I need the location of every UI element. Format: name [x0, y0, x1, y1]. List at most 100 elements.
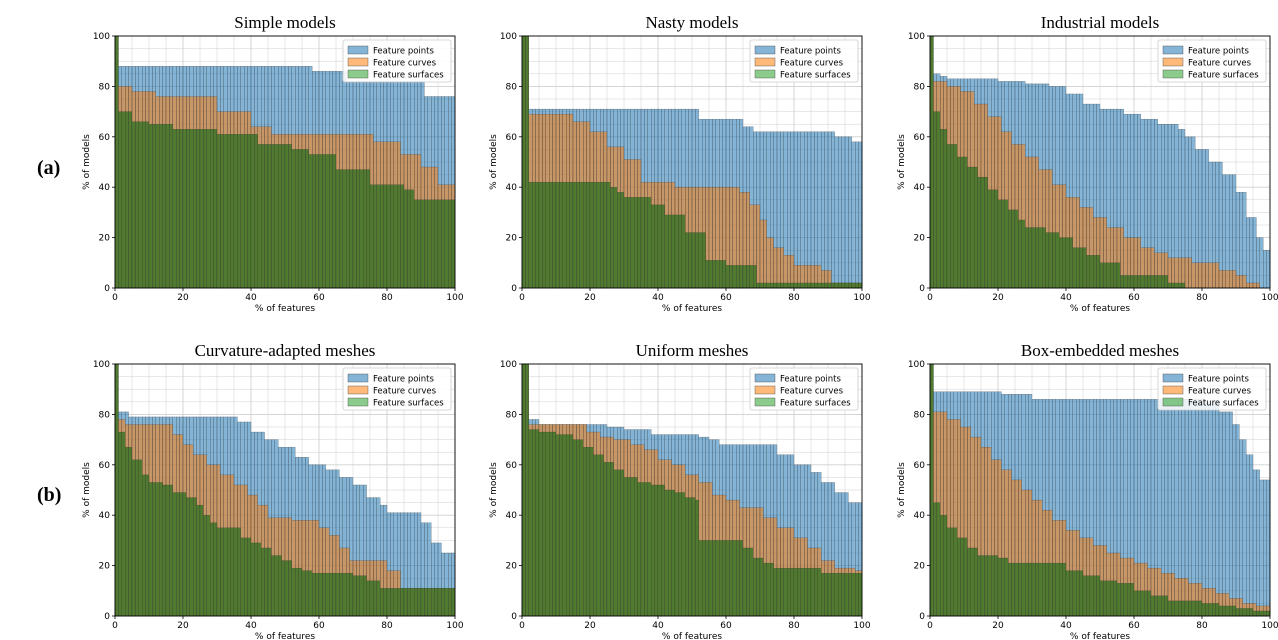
bar-surfaces-56 — [305, 149, 309, 289]
bar-surfaces-45 — [674, 492, 679, 617]
bar-surfaces-61 — [729, 265, 733, 289]
y-axis-label: % of models — [82, 462, 92, 518]
bar-surfaces-7 — [545, 181, 550, 289]
x-tick-label: 80 — [1196, 621, 1208, 631]
x-tick-label: 60 — [1128, 293, 1140, 303]
x-tick-label: 60 — [313, 621, 325, 631]
bar-surfaces-88 — [821, 282, 825, 289]
bar-surfaces-9 — [960, 156, 965, 289]
bar-surfaces-3 — [125, 111, 129, 289]
bar-surfaces-55 — [1116, 583, 1121, 617]
bar-surfaces-43 — [668, 489, 672, 617]
bar-surfaces-44 — [1079, 570, 1084, 617]
bar-surfaces-93 — [838, 282, 842, 289]
bar-surfaces-26 — [203, 129, 207, 289]
bar-surfaces-17 — [172, 492, 177, 617]
bar-surfaces-26 — [1018, 219, 1022, 289]
bar-surfaces-77 — [783, 567, 788, 617]
bar-surfaces-53 — [702, 540, 706, 617]
bar-surfaces-63 — [736, 265, 740, 289]
bar-surfaces-25 — [199, 129, 204, 289]
bar-surfaces-80 — [1201, 603, 1206, 617]
bar-surfaces-67 — [1157, 595, 1162, 617]
bar-surfaces-41 — [254, 134, 258, 289]
bar-surfaces-36 — [1052, 562, 1056, 617]
bar-surfaces-58 — [1127, 583, 1131, 617]
bar-surfaces-45 — [267, 547, 272, 617]
bar-surfaces-32 — [630, 197, 635, 289]
bar-surfaces-52 — [1106, 262, 1111, 289]
y-tick-label: 60 — [506, 461, 518, 471]
bar-curves-87 — [1225, 270, 1230, 289]
bar-surfaces-57 — [308, 570, 313, 617]
x-tick-label: 20 — [992, 621, 1004, 631]
bar-surfaces-39 — [247, 537, 252, 617]
bar-surfaces-18 — [991, 189, 995, 289]
y-tick-label: 100 — [500, 32, 517, 42]
bar-surfaces-43 — [261, 547, 265, 617]
x-tick-label: 40 — [652, 621, 664, 631]
bar-surfaces-26 — [1018, 562, 1022, 617]
bar-surfaces-42 — [1072, 247, 1077, 289]
bar-points-96 — [1256, 469, 1260, 617]
bar-surfaces-52 — [291, 567, 296, 617]
bar-surfaces-26 — [610, 462, 614, 617]
bar-surfaces-40 — [1065, 237, 1070, 289]
legend-box — [1157, 39, 1267, 83]
bar-surfaces-2 — [528, 429, 533, 617]
bar-surfaces-21 — [1001, 557, 1005, 617]
legend-swatch — [347, 385, 369, 395]
bar-surfaces-4 — [535, 429, 540, 617]
bar-surfaces-38 — [1059, 237, 1063, 289]
bar-surfaces-6 — [542, 181, 546, 289]
bar-surfaces-35 — [640, 482, 645, 617]
bar-surfaces-50 — [691, 232, 696, 289]
bar-surfaces-70 — [352, 169, 357, 289]
bar-surfaces-71 — [1171, 282, 1175, 289]
bar-surfaces-85 — [810, 567, 815, 617]
bar-surfaces-88 — [414, 588, 418, 617]
bar-curves-71 — [763, 219, 767, 289]
bar-surfaces-36 — [237, 134, 241, 289]
y-tick-label: 40 — [99, 511, 111, 521]
bar-surfaces-89 — [417, 588, 422, 617]
y-tick-label: 20 — [99, 234, 111, 244]
bar-surfaces-14 — [977, 555, 982, 617]
axes-frame — [929, 363, 1271, 617]
bar-surfaces-48 — [278, 555, 282, 617]
bar-surfaces-35 — [640, 197, 645, 289]
bar-surfaces-51 — [1103, 262, 1107, 289]
bar-surfaces-18 — [583, 446, 587, 617]
bar-surfaces-92 — [427, 588, 432, 617]
bar-surfaces-45 — [267, 144, 272, 289]
bar-surfaces-70 — [352, 575, 357, 617]
bar-surfaces-62 — [325, 154, 330, 289]
bar-surfaces-17 — [987, 555, 992, 617]
bar-surfaces-16 — [576, 439, 580, 617]
bar-points-80 — [793, 131, 798, 289]
bar-points-90 — [827, 131, 832, 289]
bar-surfaces-86 — [1222, 605, 1226, 617]
x-tick-label: 20 — [992, 293, 1004, 303]
bar-surfaces-84 — [807, 282, 812, 289]
bar-surfaces-66 — [746, 547, 750, 617]
bar-surfaces-59 — [315, 154, 320, 289]
bar-surfaces-34 — [230, 134, 235, 289]
bar-surfaces-90 — [1235, 608, 1240, 617]
bar-surfaces-16 — [169, 124, 173, 289]
bar-surfaces-97 — [444, 199, 449, 289]
bar-surfaces-52 — [1106, 580, 1111, 617]
bar-points-81 — [1205, 401, 1209, 617]
bar-surfaces-69 — [756, 282, 761, 289]
bar-surfaces-78 — [1195, 600, 1199, 617]
bar-surfaces-11 — [967, 547, 971, 617]
bar-surfaces-48 — [685, 497, 689, 617]
bar-surfaces-95 — [844, 572, 849, 617]
bar-surfaces-71 — [763, 282, 767, 289]
bar-surfaces-36 — [644, 197, 648, 289]
bar-surfaces-53 — [702, 232, 706, 289]
bar-surfaces-25 — [606, 181, 611, 289]
bar-surfaces-6 — [950, 527, 954, 617]
bar-surfaces-54 — [298, 567, 303, 617]
bar-surfaces-45 — [674, 214, 679, 289]
